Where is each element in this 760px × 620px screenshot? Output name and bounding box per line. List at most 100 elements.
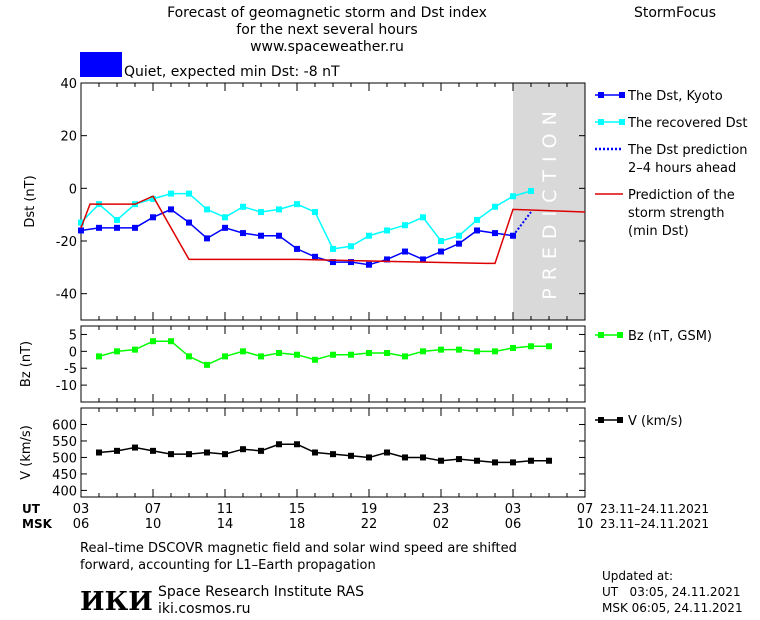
data-point xyxy=(294,201,300,208)
data-point xyxy=(438,238,444,244)
data-point xyxy=(456,232,462,239)
data-point xyxy=(456,456,462,463)
data-point xyxy=(510,344,516,351)
data-point xyxy=(492,230,498,237)
legend-label: Prediction of the xyxy=(628,188,735,203)
data-point xyxy=(222,451,228,458)
institute-website: iki.cosmos.ru xyxy=(158,601,250,617)
msk-tick-label: 10 xyxy=(577,517,594,532)
data-point xyxy=(78,227,84,234)
data-point xyxy=(186,219,192,226)
time-axis: UT MSK 23.11–24.11.2021 23.11–24.11.2021… xyxy=(22,502,709,532)
ut-axis-label: UT xyxy=(22,502,41,516)
data-point xyxy=(528,343,534,350)
data-point xyxy=(384,350,390,357)
data-point xyxy=(168,206,174,213)
legend-marker xyxy=(619,119,625,125)
updated-msk: MSK 06:05, 24.11.2021 xyxy=(602,601,743,615)
plot-frame xyxy=(80,325,586,403)
data-point xyxy=(186,190,192,197)
brand-name: StormFocus xyxy=(634,5,716,21)
data-point xyxy=(276,206,282,213)
data-point xyxy=(276,441,282,448)
data-point xyxy=(78,219,84,226)
y-axis-label: Dst (nT) xyxy=(23,175,38,227)
data-point xyxy=(384,256,390,263)
data-point xyxy=(114,216,120,223)
data-point xyxy=(510,193,516,200)
data-point xyxy=(240,203,246,210)
data-point xyxy=(294,351,300,358)
data-point xyxy=(240,348,246,355)
data-point xyxy=(312,209,318,216)
legend-label: (min Dst) xyxy=(628,224,689,239)
y-tick-label: 500 xyxy=(52,451,77,466)
data-point xyxy=(312,449,318,456)
data-point xyxy=(168,338,174,345)
data-point xyxy=(348,351,354,358)
data-point xyxy=(150,447,156,454)
institute-name: Space Research Institute RAS xyxy=(158,584,364,600)
legend-label: The recovered Dst xyxy=(627,116,747,131)
data-point xyxy=(258,232,264,239)
data-point xyxy=(276,232,282,239)
prediction-label: PREDICTION xyxy=(539,103,561,300)
data-point xyxy=(240,230,246,237)
data-point xyxy=(402,222,408,229)
data-point xyxy=(384,227,390,234)
data-point xyxy=(420,256,426,263)
legend-marker xyxy=(598,417,604,423)
footnote-line-2: forward, accounting for L1–Earth propaga… xyxy=(80,558,376,573)
data-point xyxy=(348,452,354,459)
msk-tick-label: 22 xyxy=(361,517,378,532)
v-legend: V (km/s) xyxy=(595,414,683,429)
data-point xyxy=(114,224,120,231)
data-point xyxy=(258,209,264,216)
y-tick-label: -40 xyxy=(56,288,77,303)
y-tick-label: 600 xyxy=(52,418,77,433)
ut-tick-label: 11 xyxy=(217,502,234,517)
iki-logo: ИКИ xyxy=(80,587,153,617)
data-point xyxy=(114,447,120,454)
data-point xyxy=(420,348,426,355)
data-point xyxy=(150,214,156,221)
data-point xyxy=(366,454,372,461)
data-point xyxy=(492,348,498,355)
legend-label: Bz (nT, GSM) xyxy=(628,329,712,344)
chart-title-line-3: www.spaceweather.ru xyxy=(250,39,404,55)
data-point xyxy=(474,348,480,355)
data-point xyxy=(258,447,264,454)
msk-tick-label: 14 xyxy=(217,517,234,532)
data-point xyxy=(204,449,210,456)
data-point xyxy=(474,216,480,223)
y-axis-label: V (km/s) xyxy=(19,425,34,480)
updated-label: Updated at: xyxy=(602,569,673,583)
data-point xyxy=(330,259,336,266)
msk-tick-label: 06 xyxy=(505,517,522,532)
series-line-0 xyxy=(98,340,549,366)
data-point xyxy=(528,457,534,464)
ut-tick-label: 15 xyxy=(289,502,306,517)
data-point xyxy=(150,195,156,202)
chart-title-line-1: Forecast of geomagnetic storm and Dst in… xyxy=(167,5,487,21)
status-text: Quiet, expected min Dst: -8 nT xyxy=(124,64,340,80)
data-point xyxy=(294,245,300,252)
data-point xyxy=(114,348,120,355)
legend-label: The Dst prediction xyxy=(627,143,748,158)
y-tick-label: 550 xyxy=(52,435,77,450)
y-tick-label: -10 xyxy=(56,379,77,394)
legend-marker xyxy=(619,92,625,98)
legend-label: storm strength xyxy=(628,206,725,221)
data-point xyxy=(438,346,444,353)
data-point xyxy=(204,235,210,242)
data-point xyxy=(132,346,138,353)
data-point xyxy=(528,187,534,194)
data-point xyxy=(186,451,192,458)
ut-tick-label: 07 xyxy=(145,502,162,517)
series-line-0 xyxy=(98,443,549,464)
data-point xyxy=(456,240,462,247)
y-axis-label: Bz (nT) xyxy=(19,341,34,387)
bz-legend: Bz (nT, GSM) xyxy=(595,329,712,344)
data-point xyxy=(186,353,192,360)
